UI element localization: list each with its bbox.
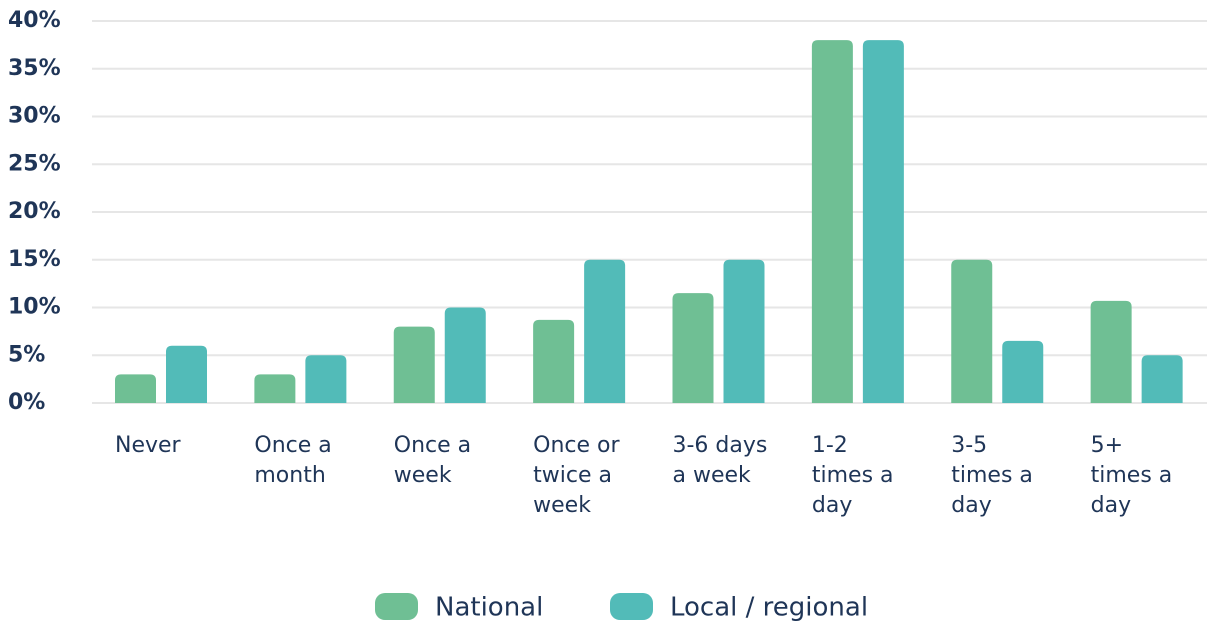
y-tick-label: 25% (8, 151, 61, 176)
x-tick-label: 5+ times a day (1090, 433, 1173, 518)
legend-swatch (375, 593, 418, 620)
legend-label: Local / regional (670, 593, 868, 623)
x-tick-label: 3-6 days a week (672, 433, 768, 488)
bar (723, 259, 765, 403)
legend-swatch (610, 593, 653, 620)
x-tick-label: Never (115, 433, 181, 458)
y-tick-label: 35% (8, 56, 61, 81)
bar (584, 259, 626, 403)
bar (393, 326, 435, 403)
bar (533, 319, 575, 403)
x-tick-label: 1-2 times a day (811, 433, 894, 518)
y-tick-label: 0% (8, 390, 45, 415)
x-tick-label: Once or twice a week (533, 433, 620, 518)
bar (1002, 340, 1044, 403)
bar (1141, 355, 1183, 403)
bar (444, 307, 486, 403)
bar (862, 40, 904, 403)
y-tick-label: 15% (8, 247, 61, 272)
bar (672, 293, 714, 403)
y-tick-label: 5% (8, 342, 45, 367)
x-tick-label: 3-5 times a day (951, 433, 1033, 518)
bar (254, 374, 296, 403)
bar (305, 355, 347, 403)
y-tick-label: 40% (8, 8, 61, 33)
y-tick-label: 10% (8, 295, 61, 320)
x-tick-label: Once a week (393, 433, 472, 488)
x-tick-label: Once a month (254, 433, 332, 488)
y-tick-label: 20% (8, 199, 61, 224)
bar (1090, 300, 1132, 403)
legend-label: National (435, 593, 543, 623)
bar (951, 259, 993, 403)
y-tick-label: 30% (8, 104, 61, 129)
bar (811, 40, 853, 403)
bar (115, 374, 156, 403)
bar (166, 345, 207, 403)
